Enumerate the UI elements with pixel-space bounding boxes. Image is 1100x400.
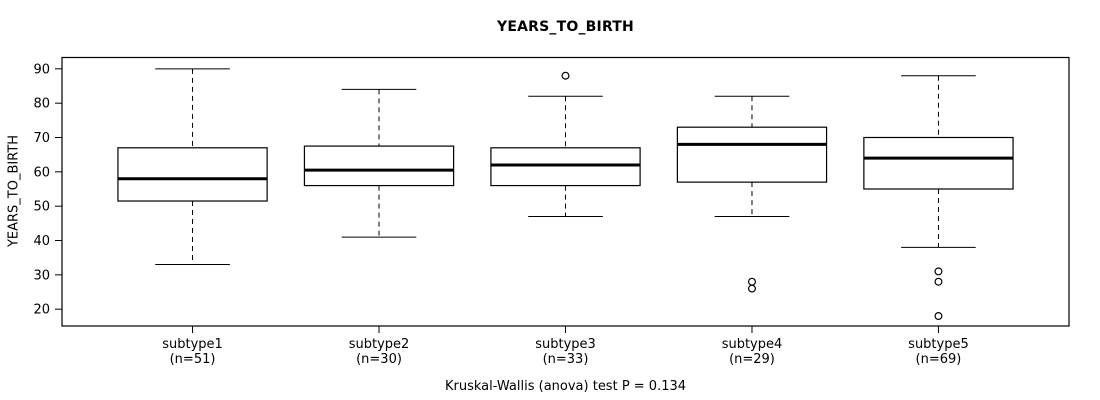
- y-tick-label-90: 90: [33, 62, 50, 77]
- outlier-subtype4-28: [747, 277, 756, 286]
- x-label-subtype5: subtype5: [908, 337, 969, 352]
- x-sublabel-subtype1: (n=51): [170, 352, 216, 367]
- x-sublabel-subtype5: (n=69): [916, 352, 962, 367]
- x-label-subtype1: subtype1: [162, 337, 223, 352]
- x-label-subtype3: subtype3: [535, 337, 596, 352]
- box-subtype5: [863, 136, 1014, 190]
- outlier-subtype5-18: [934, 312, 943, 321]
- y-tick-label-30: 30: [33, 268, 50, 283]
- x-label-subtype2: subtype2: [349, 337, 410, 352]
- y-tick-label-40: 40: [33, 234, 50, 249]
- y-tick-label-80: 80: [33, 97, 50, 112]
- y-tick-label-70: 70: [33, 131, 50, 146]
- x-label-subtype4: subtype4: [722, 337, 783, 352]
- y-tick-label-20: 20: [33, 303, 50, 318]
- box-subtype4: [676, 126, 828, 183]
- box-subtype2: [303, 145, 455, 187]
- box-subtype3: [490, 147, 641, 187]
- x-sublabel-subtype4: (n=29): [729, 352, 775, 367]
- stat-test-caption: Kruskal-Wallis (anova) test P = 0.134: [444, 379, 687, 394]
- outlier-subtype4-26: [747, 284, 756, 293]
- y-tick-label-50: 50: [33, 200, 50, 215]
- outlier-subtype3-88: [561, 71, 570, 80]
- outlier-subtype5-31: [934, 267, 943, 276]
- box-subtype1: [117, 147, 268, 202]
- x-sublabel-subtype2: (n=30): [356, 352, 402, 367]
- x-sublabel-subtype3: (n=33): [543, 352, 589, 367]
- outlier-subtype5-28: [934, 277, 943, 286]
- y-tick-label-60: 60: [33, 165, 50, 180]
- chart-title: YEARS_TO_BIRTH: [497, 19, 634, 35]
